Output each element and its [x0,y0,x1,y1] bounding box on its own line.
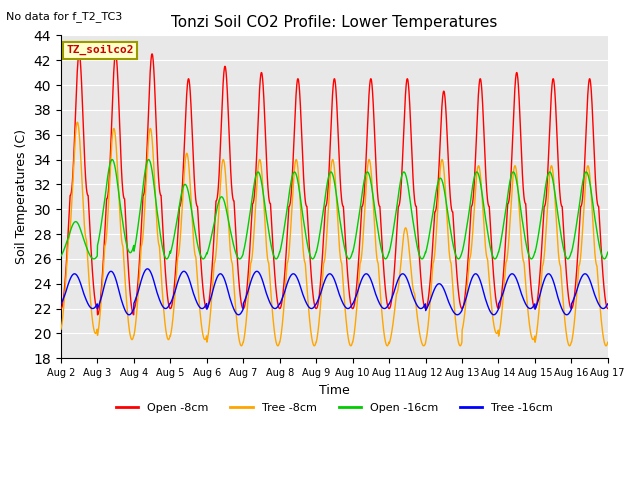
Title: Tonzi Soil CO2 Profile: Lower Temperatures: Tonzi Soil CO2 Profile: Lower Temperatur… [172,15,497,30]
Y-axis label: Soil Temperatures (C): Soil Temperatures (C) [15,129,28,264]
Text: TZ_soilco2: TZ_soilco2 [67,45,134,55]
Legend: Open -8cm, Tree -8cm, Open -16cm, Tree -16cm: Open -8cm, Tree -8cm, Open -16cm, Tree -… [111,398,557,417]
X-axis label: Time: Time [319,384,350,396]
Text: No data for f_T2_TC3: No data for f_T2_TC3 [6,11,123,22]
